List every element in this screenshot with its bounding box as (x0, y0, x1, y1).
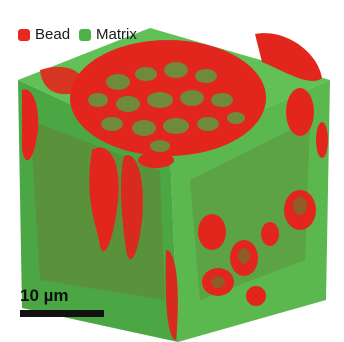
legend-item-bead: Bead (18, 26, 70, 43)
legend-item-matrix: Matrix (79, 26, 137, 43)
legend-swatch-matrix (79, 29, 91, 41)
left-front-bead (138, 152, 174, 168)
legend: Bead Matrix (18, 26, 146, 43)
scale-bar (20, 310, 104, 317)
legend-label-bead: Bead (35, 26, 70, 43)
top-bead-disc (70, 40, 266, 156)
scale-bar-label: 10 µm (20, 286, 69, 306)
legend-label-matrix: Matrix (96, 26, 137, 43)
legend-swatch-bead (18, 29, 30, 41)
